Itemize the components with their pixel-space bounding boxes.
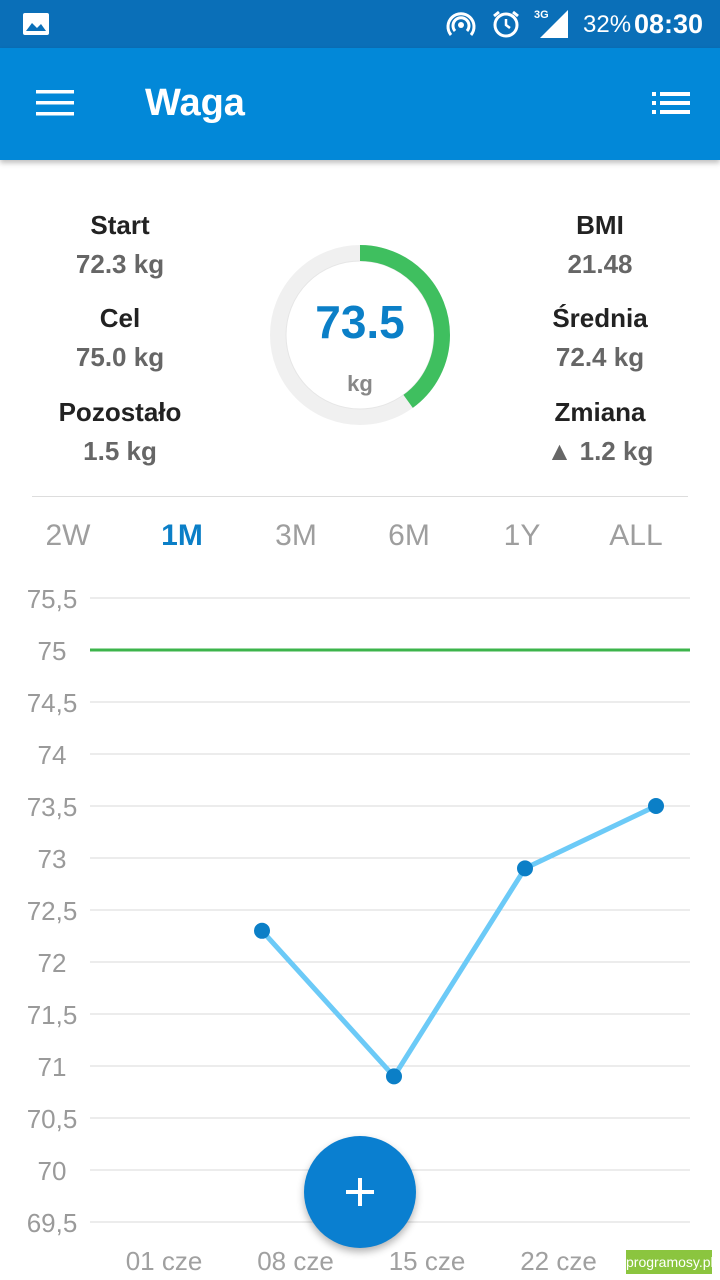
y-tick-label: 72 <box>38 948 67 978</box>
x-tick-label: 15 cze <box>389 1246 466 1276</box>
y-tick-label: 71 <box>38 1052 67 1082</box>
chart-svg: 75,5 75 74,5 74 73,5 73 72,5 72 71,5 71 70,5 70 69,5… <box>27 584 705 1276</box>
gauge-progress-arc <box>270 245 450 425</box>
stat-average: Średnia 72.4 kg <box>500 303 700 373</box>
stat-label: Cel <box>99 303 141 333</box>
menu-icon[interactable] <box>36 88 76 123</box>
stat-bmi: BMI 21.48 <box>500 210 700 280</box>
alarm-icon <box>491 9 521 44</box>
clock: 08:30 <box>634 9 704 39</box>
y-tick-label: 69,5 <box>27 1208 78 1238</box>
gallery-icon <box>22 12 50 41</box>
gauge-ring <box>270 245 450 425</box>
stat-value: ▲ 1.2 kg <box>546 436 654 466</box>
weight-chart: 75,5 75 74,5 74 73,5 73 72,5 72 71,5 71 70,5 70 69,5… <box>0 560 720 1280</box>
stat-value: 1.5 kg <box>83 436 157 466</box>
stat-remaining: Pozostało 1.5 kg <box>20 397 220 467</box>
page-title: Waga <box>145 82 245 124</box>
tab-6m[interactable]: 6M <box>388 519 430 552</box>
y-tick-label: 73 <box>38 844 67 874</box>
plus-icon <box>343 1175 377 1214</box>
tab-1y[interactable]: 1Y <box>503 519 541 552</box>
stat-value: 72.3 kg <box>75 249 165 279</box>
tab-2w[interactable]: 2W <box>45 519 91 552</box>
stat-value: 75.0 kg <box>75 342 165 372</box>
data-point <box>648 798 664 814</box>
y-tick-label: 75,5 <box>27 584 78 614</box>
battery-percent: 32% <box>583 11 632 38</box>
app-bar: Waga <box>0 48 720 160</box>
y-tick-label: 70 <box>38 1156 67 1186</box>
y-tick-label: 70,5 <box>27 1104 78 1134</box>
gauge-unit: kg <box>347 371 373 396</box>
status-bar: 3G 32% 08:30 <box>0 0 720 48</box>
tab-all[interactable]: ALL <box>609 519 663 552</box>
y-tick-label: 74 <box>38 740 67 770</box>
network-type-label: 3G <box>534 9 549 21</box>
stat-label: Start <box>90 210 150 240</box>
x-tick-label: 01 cze <box>126 1246 203 1276</box>
y-tick-label: 72,5 <box>27 896 78 926</box>
range-tabs: 2W 1M 3M 6M 1Y ALL <box>0 515 720 563</box>
x-tick-label: 22 cze <box>520 1246 597 1276</box>
stat-label: Średnia <box>552 303 648 333</box>
add-entry-button[interactable] <box>304 1136 416 1248</box>
list-icon[interactable] <box>652 91 690 120</box>
data-point <box>517 860 533 877</box>
x-tick-label: 08 cze <box>257 1246 334 1276</box>
y-tick-label: 73,5 <box>27 792 78 822</box>
weight-gauge: 73.5 kg <box>270 245 450 425</box>
stat-value: 21.48 <box>567 249 633 279</box>
series-line <box>260 803 658 1079</box>
gauge-value: 73.5 <box>315 296 405 348</box>
stat-label: Pozostało <box>58 397 182 427</box>
data-point <box>386 1068 402 1085</box>
stat-goal: Cel 75.0 kg <box>20 303 220 373</box>
watermark: programosy.pl <box>626 1250 714 1274</box>
stat-label: Zmiana <box>554 397 646 427</box>
stat-change: Zmiana ▲ 1.2 kg <box>500 397 700 467</box>
stat-start: Start 72.3 kg <box>20 210 220 280</box>
signal-icon: 3G <box>534 8 570 45</box>
stat-label: BMI <box>576 210 624 240</box>
y-tick-label: 74,5 <box>27 688 78 718</box>
divider <box>32 496 688 497</box>
y-tick-label: 75 <box>38 636 67 666</box>
y-tick-label: 71,5 <box>27 1000 78 1030</box>
tab-1m[interactable]: 1M <box>161 519 203 552</box>
stat-value: 72.4 kg <box>555 342 645 372</box>
hotspot-icon <box>446 10 476 45</box>
data-point <box>254 922 270 939</box>
tab-3m[interactable]: 3M <box>275 519 317 552</box>
